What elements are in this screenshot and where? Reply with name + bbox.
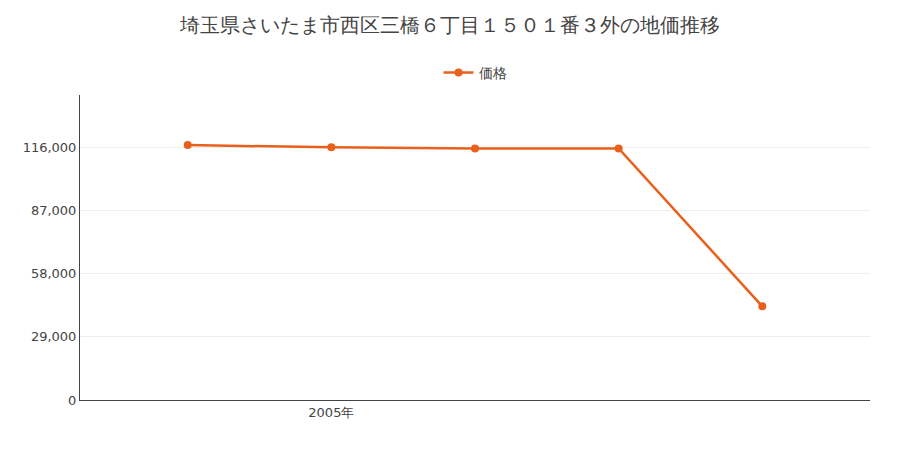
svg-text:58,000: 58,000 bbox=[31, 266, 77, 281]
svg-text:2005年: 2005年 bbox=[308, 405, 354, 420]
svg-text:価格: 価格 bbox=[479, 65, 507, 81]
svg-text:29,000: 29,000 bbox=[31, 329, 77, 344]
svg-text:116,000: 116,000 bbox=[23, 140, 77, 155]
svg-text:87,000: 87,000 bbox=[31, 203, 77, 218]
svg-text:0: 0 bbox=[68, 393, 76, 408]
svg-text:埼玉県さいたま市西区三橋６丁目１５０１番３外の地価推移: 埼玉県さいたま市西区三橋６丁目１５０１番３外の地価推移 bbox=[179, 13, 720, 37]
